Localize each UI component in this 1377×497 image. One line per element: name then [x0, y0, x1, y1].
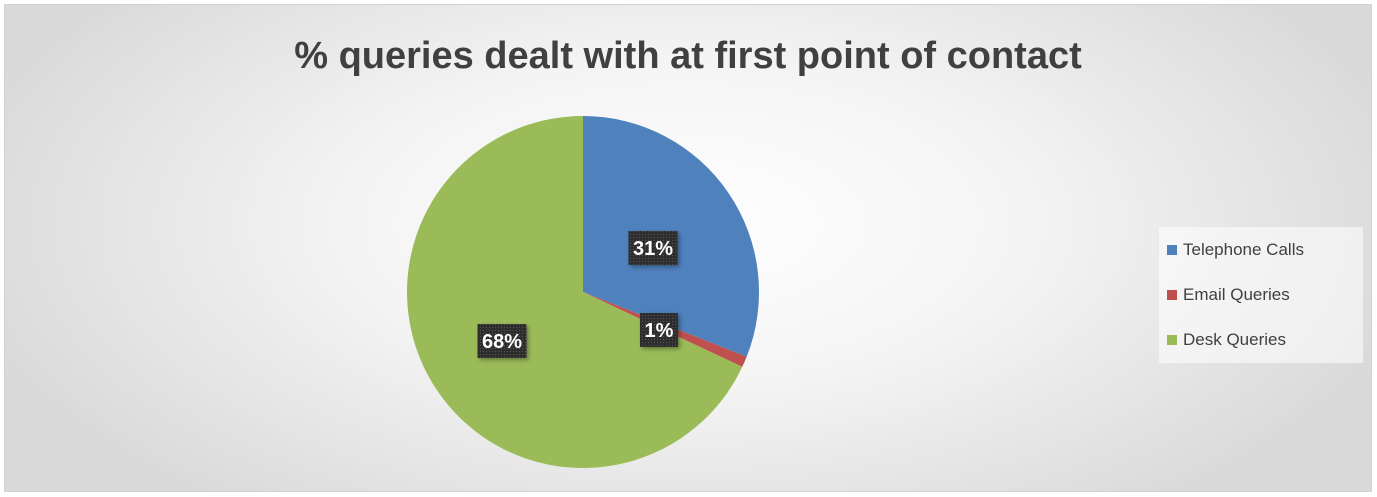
legend-item-desk-queries: Desk Queries	[1167, 329, 1286, 351]
legend: Telephone Calls Email Queries Desk Queri…	[1159, 227, 1363, 363]
legend-label: Desk Queries	[1183, 330, 1286, 350]
legend-swatch-desk-queries	[1167, 335, 1177, 345]
data-label-desk-queries: 68%	[478, 324, 527, 358]
data-label-email-queries: 1%	[640, 313, 678, 347]
legend-swatch-email-queries	[1167, 290, 1177, 300]
legend-label: Email Queries	[1183, 285, 1290, 305]
legend-item-email-queries: Email Queries	[1167, 284, 1290, 306]
data-label-text: 1%	[645, 320, 674, 342]
data-label-text: 31%	[633, 238, 673, 260]
legend-label: Telephone Calls	[1183, 240, 1304, 260]
chart-area: % queries dealt with at first point of c…	[4, 4, 1372, 492]
data-label-text: 68%	[482, 331, 522, 353]
data-label-telephone-calls: 31%	[629, 231, 678, 265]
legend-item-telephone-calls: Telephone Calls	[1167, 239, 1304, 261]
legend-swatch-telephone-calls	[1167, 245, 1177, 255]
